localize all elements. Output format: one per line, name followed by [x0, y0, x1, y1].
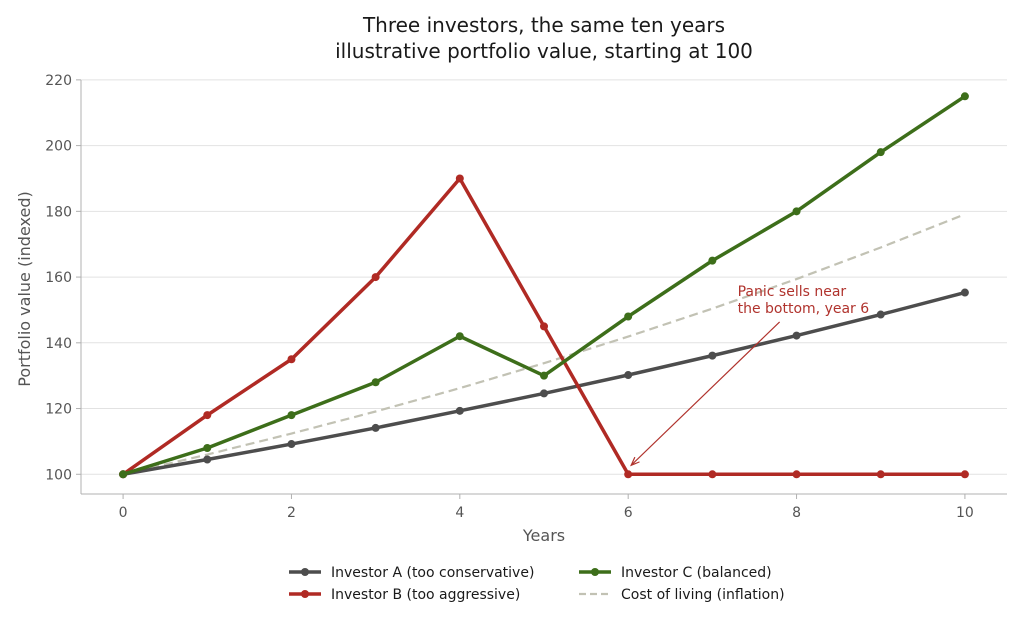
- data-point: [792, 470, 801, 479]
- data-point: [203, 455, 212, 464]
- annotation-arrow: [630, 321, 781, 466]
- legend-item-investor-a-too-conservative: Investor A (too conservative): [289, 565, 534, 581]
- data-point: [876, 148, 885, 157]
- y-tick-label: 180: [45, 204, 72, 220]
- x-tick-label: 8: [792, 505, 801, 521]
- legend-label: Investor C (balanced): [621, 565, 772, 581]
- data-point: [540, 389, 548, 398]
- data-point: [708, 470, 717, 479]
- series-layer: [119, 92, 969, 479]
- data-point: [203, 443, 212, 452]
- legend-label: Investor B (too aggressive): [331, 587, 520, 603]
- x-axis-label: Years: [522, 526, 565, 545]
- data-point: [876, 310, 885, 319]
- data-point: [371, 273, 380, 282]
- axes-layer: 100 120 140 160 180 200 220 0 2 4 6 8 10: [45, 73, 1007, 521]
- y-tick-label: 220: [45, 73, 72, 89]
- series-investor-a-too-conservative: [119, 288, 969, 479]
- data-point: [960, 470, 969, 479]
- chart-subtitle: illustrative portfolio value, starting a…: [335, 39, 753, 63]
- y-tick-label: 200: [45, 139, 72, 155]
- data-point: [287, 411, 296, 420]
- y-axis-label: Portfolio value (indexed): [15, 191, 34, 386]
- legend-marker: [301, 590, 309, 598]
- data-point: [455, 406, 464, 415]
- y-tick-label: 100: [45, 467, 72, 483]
- legend-marker: [301, 568, 309, 576]
- data-point: [540, 371, 548, 380]
- data-point: [792, 207, 801, 216]
- data-point: [287, 355, 296, 364]
- data-point: [371, 423, 380, 432]
- x-tick-label: 0: [119, 505, 128, 521]
- data-point: [540, 322, 548, 331]
- grid-layer: [81, 79, 1007, 475]
- data-point: [708, 256, 717, 265]
- y-tick-label: 140: [45, 336, 72, 352]
- data-point: [203, 411, 212, 420]
- legend-label: Cost of living (inflation): [621, 587, 785, 603]
- data-point: [624, 470, 633, 479]
- data-point: [624, 312, 633, 321]
- legend-marker: [591, 568, 599, 576]
- data-point: [876, 470, 885, 479]
- annotation-text: Panic sells near: [738, 284, 847, 300]
- annotation-arrowhead: [630, 456, 640, 467]
- series-cost-of-living-inflation: [122, 213, 966, 476]
- data-point: [960, 92, 969, 101]
- legend: Investor A (too conservative) Investor B …: [289, 565, 785, 603]
- data-point: [708, 351, 717, 360]
- chart-title: Three investors, the same ten years: [362, 13, 725, 37]
- data-point: [287, 440, 296, 449]
- series-investor-c-balanced: [119, 92, 969, 479]
- data-point: [455, 174, 464, 183]
- legend-item-investor-c-balanced: Investor C (balanced): [579, 565, 772, 581]
- y-tick-label: 160: [45, 270, 72, 286]
- data-point: [119, 470, 128, 479]
- legend-item-cost-of-living-inflation: Cost of living (inflation): [579, 587, 785, 603]
- data-point: [960, 288, 969, 297]
- annotation-text: the bottom, year 6: [738, 301, 870, 317]
- x-tick-label: 6: [624, 505, 633, 521]
- x-tick-label: 2: [287, 505, 296, 521]
- y-tick-label: 120: [45, 402, 72, 418]
- data-point: [624, 371, 633, 380]
- legend-label: Investor A (too conservative): [331, 565, 534, 581]
- x-tick-label: 10: [956, 505, 974, 521]
- data-point: [371, 378, 380, 387]
- data-point: [455, 332, 464, 341]
- series-investor-b-too-aggressive: [119, 174, 969, 479]
- x-tick-label: 4: [455, 505, 464, 521]
- series-line: [122, 213, 966, 476]
- data-point: [792, 331, 801, 340]
- series-line: [122, 290, 966, 477]
- legend-item-investor-b-too-aggressive: Investor B (too aggressive): [289, 587, 520, 603]
